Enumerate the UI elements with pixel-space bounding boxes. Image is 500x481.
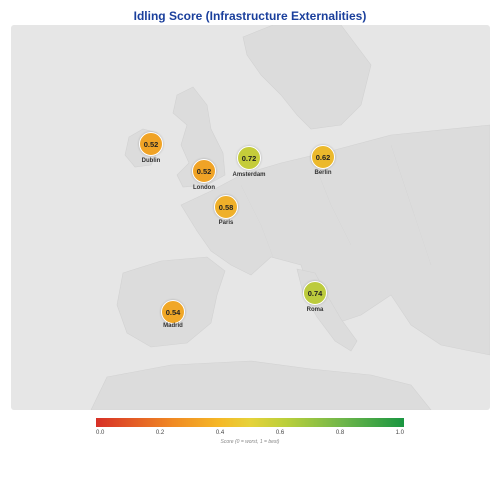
city-marker-amsterdam[interactable]: 0.72 bbox=[237, 146, 261, 170]
city-label-london: London bbox=[193, 185, 215, 191]
map-area[interactable]: 0.52 Dublin 0.52 London 0.72 Amsterdam 0… bbox=[11, 25, 490, 410]
city-label-dublin: Dublin bbox=[141, 158, 161, 164]
legend-caption: Score (0 = worst, 1 = best) bbox=[220, 439, 280, 445]
city-label-berlin: Berlin bbox=[314, 170, 332, 176]
map-title: Idling Score (Infrastructure Externaliti… bbox=[133, 9, 367, 23]
city-label-paris: Paris bbox=[218, 220, 234, 226]
legend-tick: 0.0 bbox=[96, 430, 105, 436]
base-map-land bbox=[90, 25, 490, 410]
city-score-dublin: 0.52 bbox=[143, 139, 159, 149]
city-score-madrid: 0.54 bbox=[165, 307, 181, 317]
city-marker-roma[interactable]: 0.74 bbox=[303, 281, 327, 305]
legend-tick: 0.2 bbox=[155, 430, 165, 436]
city-marker-london[interactable]: 0.52 bbox=[192, 159, 216, 183]
legend-tick: 0.8 bbox=[335, 430, 345, 436]
city-score-amsterdam: 0.72 bbox=[241, 153, 257, 163]
color-scale-bar bbox=[96, 418, 404, 427]
city-score-paris: 0.58 bbox=[218, 202, 234, 212]
legend-tick: 1.0 bbox=[395, 430, 404, 436]
city-marker-dublin[interactable]: 0.52 bbox=[139, 132, 163, 156]
city-marker-paris[interactable]: 0.58 bbox=[214, 195, 238, 219]
city-score-berlin: 0.62 bbox=[315, 152, 331, 162]
legend-tick: 0.6 bbox=[275, 430, 285, 436]
city-score-london: 0.52 bbox=[196, 166, 212, 176]
city-label-madrid: Madrid bbox=[163, 323, 183, 329]
city-marker-berlin[interactable]: 0.62 bbox=[311, 145, 335, 169]
city-label-amsterdam: Amsterdam bbox=[232, 172, 266, 178]
city-score-roma: 0.74 bbox=[307, 288, 323, 298]
city-marker-madrid[interactable]: 0.54 bbox=[161, 300, 185, 324]
city-label-roma: Roma bbox=[306, 307, 324, 313]
legend-tick: 0.4 bbox=[215, 430, 225, 436]
